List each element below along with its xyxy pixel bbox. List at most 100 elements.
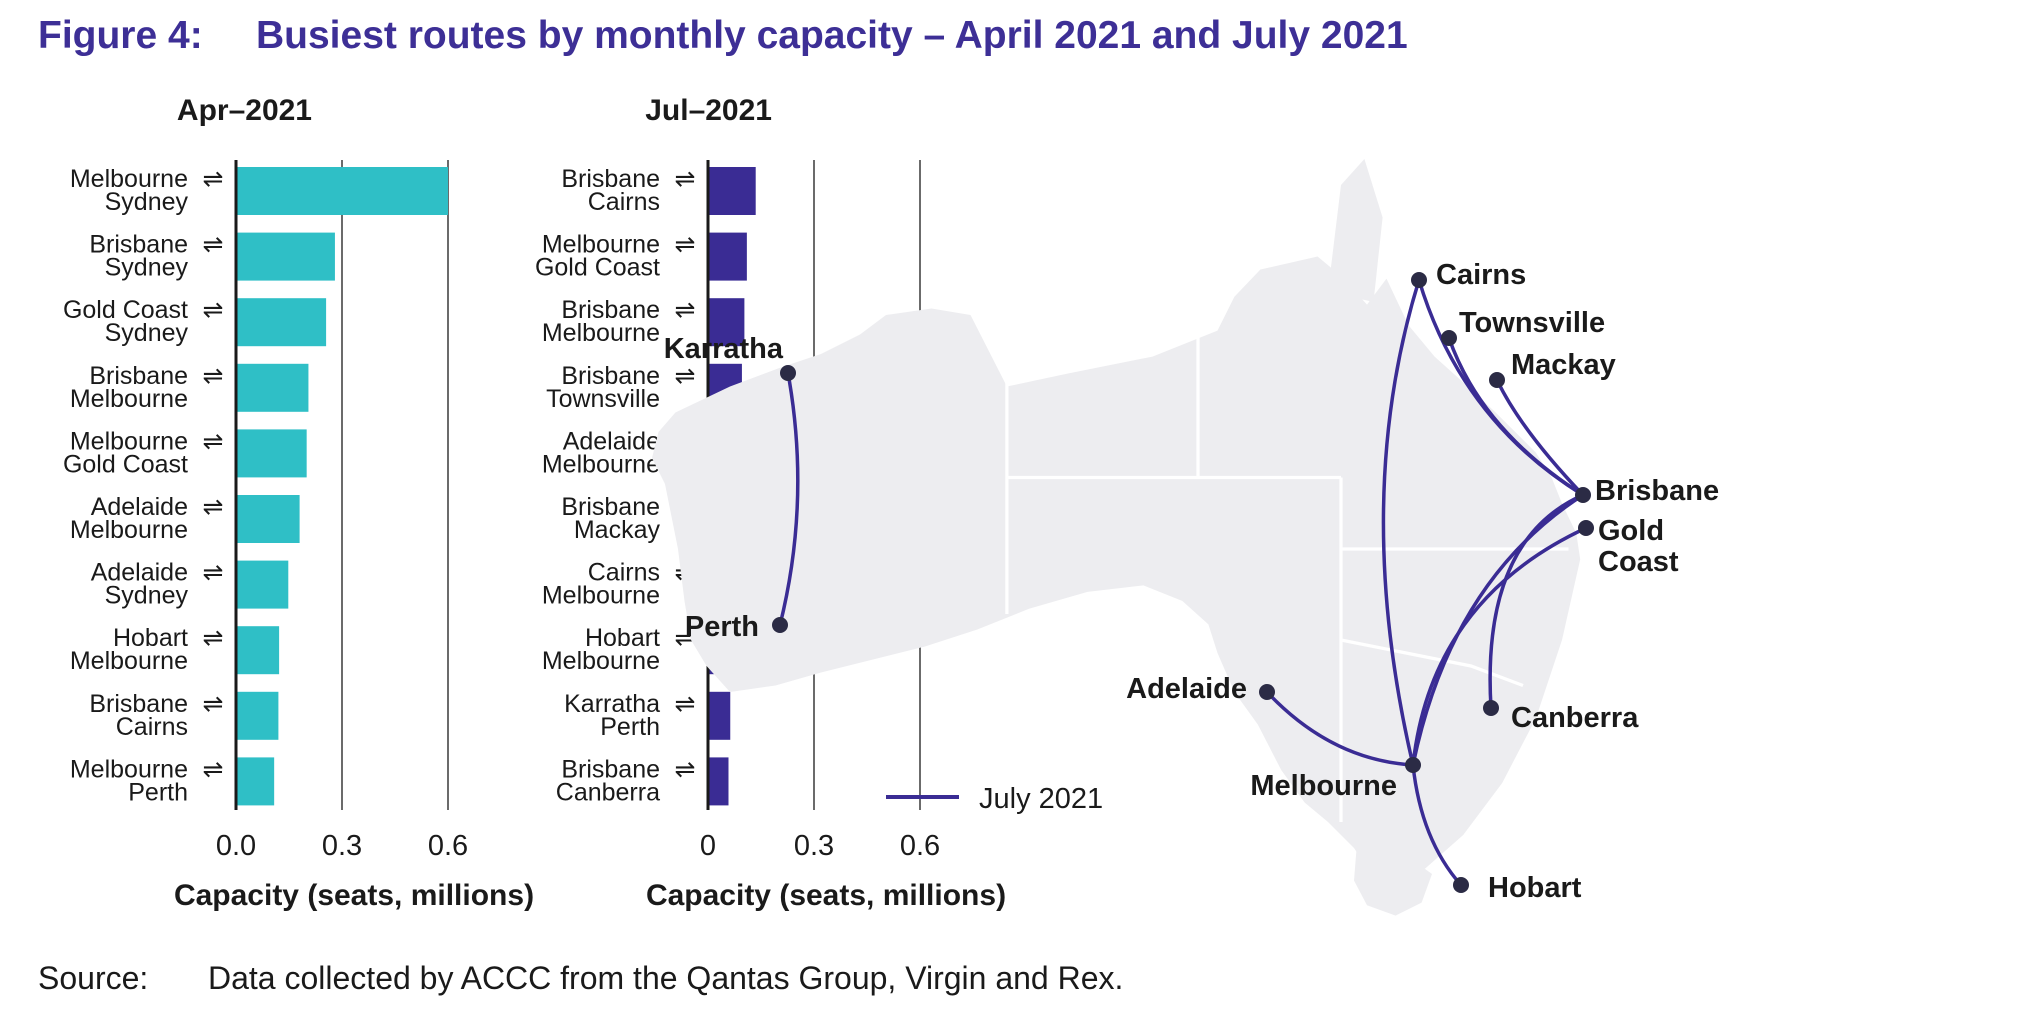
route-destination-label: Townsville xyxy=(546,385,660,413)
route-line xyxy=(1411,526,1587,766)
route-direction-icon: ⇌ xyxy=(203,755,224,783)
city-label-hobart: Hobart xyxy=(1488,872,1582,904)
route-origin-label: Brisbane xyxy=(561,165,660,193)
route-direction-icon: ⇌ xyxy=(675,296,696,324)
x-tick-label: 0.6 xyxy=(900,830,940,862)
route-direction-icon: ⇌ xyxy=(203,165,224,193)
route-destination-label: Melbourne xyxy=(542,319,660,347)
bar xyxy=(708,691,731,740)
map-legend: July 2021 xyxy=(886,783,1103,815)
bar xyxy=(236,232,335,281)
city-marker-karratha xyxy=(780,365,796,381)
bar xyxy=(236,560,289,609)
bar xyxy=(236,757,275,806)
route-origin-label: Cairns xyxy=(588,559,660,587)
route-origin-label: Karratha xyxy=(564,690,660,718)
route-line xyxy=(1411,764,1463,887)
route-origin-label: Brisbane xyxy=(89,362,188,390)
route-direction-icon: ⇌ xyxy=(675,755,696,783)
x-tick-label: 0.3 xyxy=(322,830,362,862)
figure-title-text: Busiest routes by monthly capacity – Apr… xyxy=(256,14,1408,57)
route-destination-label: Sydney xyxy=(105,582,189,610)
route-origin-label: Melbourne xyxy=(542,231,660,259)
tasmania-landmass xyxy=(1353,847,1432,916)
bar xyxy=(708,232,747,281)
route-direction-icon: ⇌ xyxy=(675,165,696,193)
x-tick-label: 0.6 xyxy=(428,830,468,862)
city-marker-adelaide xyxy=(1259,684,1275,700)
city-marker-gold-coast xyxy=(1578,520,1594,536)
chart-title: Jul–2021 xyxy=(645,94,772,127)
route-origin-label: Melbourne xyxy=(70,165,188,193)
route-origin-label: Brisbane xyxy=(561,755,660,783)
route-line xyxy=(1411,493,1584,766)
source-label: Source: xyxy=(38,960,149,996)
route-origin-label: Brisbane xyxy=(561,362,660,390)
route-destination-label: Perth xyxy=(128,778,188,806)
bar xyxy=(236,495,300,543)
route-destination-label: Melbourne xyxy=(70,647,188,675)
route-direction-icon: ⇌ xyxy=(675,690,696,718)
figure-title: Figure 4: Busiest routes by monthly capac… xyxy=(38,14,1408,58)
route-destination-label: Perth xyxy=(600,713,660,741)
route-destination-label: Melbourne xyxy=(70,385,188,413)
legend-label: July 2021 xyxy=(979,783,1103,815)
route-origin-label: Gold Coast xyxy=(63,296,188,324)
bar xyxy=(236,167,448,215)
australia-route-map: Karratha Perth Adelaide Melbourne Hobart Canb… xyxy=(651,159,1719,916)
route-destination-label: Cairns xyxy=(116,713,188,741)
route-origin-label: Adelaide xyxy=(91,493,188,521)
route-origin-label: Hobart xyxy=(113,624,188,652)
x-tick-label: 0.0 xyxy=(216,830,256,862)
bar xyxy=(236,298,327,347)
route-origin-label: Brisbane xyxy=(561,296,660,324)
route-line xyxy=(1495,379,1585,497)
route-direction-icon: ⇌ xyxy=(675,231,696,259)
route-line xyxy=(1265,690,1414,767)
source-text: Data collected by ACCC from the Qantas G… xyxy=(208,960,1124,996)
route-origin-label: Melbourne xyxy=(70,755,188,783)
route-direction-icon: ⇌ xyxy=(203,559,224,587)
city-marker-canberra xyxy=(1483,700,1499,716)
bar xyxy=(708,757,729,806)
city-marker-mackay xyxy=(1489,372,1505,388)
bar xyxy=(236,363,309,412)
route-line xyxy=(778,372,800,626)
city-label-perth: Perth xyxy=(685,611,759,643)
route-destination-label: Melbourne xyxy=(542,450,660,478)
figure-source: Source: Data collected by ACCC from the Q… xyxy=(38,960,1123,997)
bar xyxy=(708,298,745,347)
route-destination-label: Sydney xyxy=(105,188,189,216)
city-label-melbourne: Melbourne xyxy=(1250,770,1397,802)
state-borders xyxy=(1005,334,1569,822)
x-tick-label: 0.3 xyxy=(794,830,834,862)
bar xyxy=(236,691,279,740)
city-label-gold-coast: Gold Coast xyxy=(1598,515,1679,578)
bar xyxy=(236,626,280,675)
route-destination-label: Melbourne xyxy=(542,647,660,675)
city-markers: Karratha Perth Adelaide Melbourne Hobart Canb… xyxy=(664,259,1719,904)
route-origin-label: Adelaide xyxy=(91,559,188,587)
route-direction-icon: ⇌ xyxy=(203,296,224,324)
route-origin-label: Brisbane xyxy=(89,231,188,259)
route-destination-label: Gold Coast xyxy=(63,450,188,478)
city-label-karratha: Karratha xyxy=(664,333,784,365)
city-marker-melbourne xyxy=(1405,757,1421,773)
city-marker-hobart xyxy=(1453,877,1469,893)
route-destination-label: Canberra xyxy=(556,778,660,806)
route-destination-label: Cairns xyxy=(588,188,660,216)
x-axis-title: Capacity (seats, millions) xyxy=(174,879,534,912)
route-direction-icon: ⇌ xyxy=(203,493,224,521)
route-direction-icon: ⇌ xyxy=(675,362,696,390)
route-origin-label: Brisbane xyxy=(561,493,660,521)
bar xyxy=(236,429,307,478)
route-destination-label: Sydney xyxy=(105,319,189,347)
city-label-adelaide: Adelaide xyxy=(1126,673,1247,705)
figure-number: Figure 4: xyxy=(38,14,203,57)
route-line xyxy=(1447,337,1584,497)
cape-york-peninsula xyxy=(1327,159,1383,302)
route-origin-label: Hobart xyxy=(585,624,660,652)
australia-landmass xyxy=(651,256,1581,887)
x-axis-title: Capacity (seats, millions) xyxy=(646,879,1006,912)
